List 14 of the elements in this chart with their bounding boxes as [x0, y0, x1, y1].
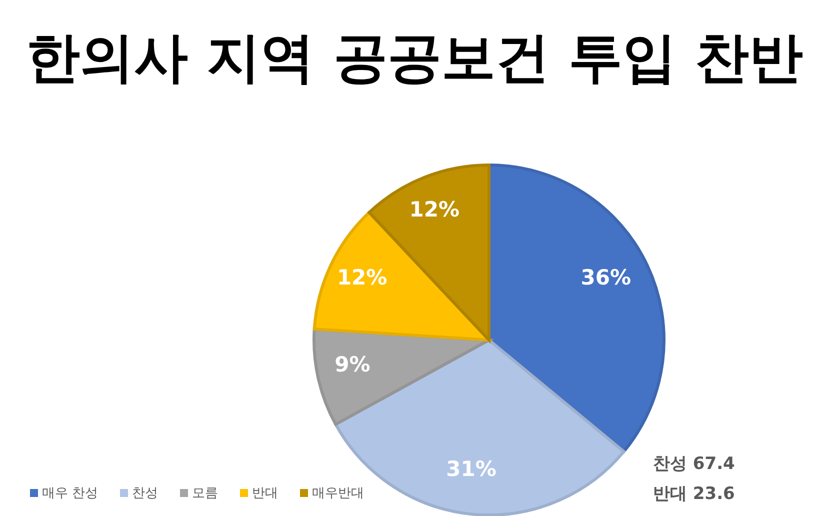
legend-label: 찬성	[132, 485, 158, 502]
legend-label: 매우반대	[312, 485, 364, 502]
data-label: 36%	[580, 266, 632, 290]
legend-label: 매우 찬성	[42, 485, 98, 502]
legend-label: 모름	[192, 485, 218, 502]
text: 반대 23.6	[653, 484, 735, 504]
chart-title: 한의사 지역 공공보건 투입 찬반	[26, 26, 804, 89]
pie-slice	[488, 164, 666, 454]
legend-label: 반대	[252, 485, 278, 502]
data-label: 9%	[334, 352, 370, 376]
data-label: 31%	[446, 457, 496, 482]
text: 찬성 67.4	[653, 454, 735, 474]
data-label: 12%	[409, 198, 460, 222]
data-label: 12%	[336, 266, 388, 290]
